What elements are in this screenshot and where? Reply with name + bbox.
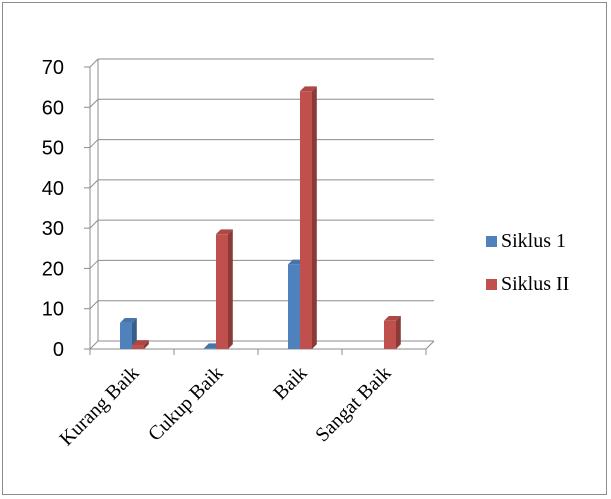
bar-2-1-top — [216, 229, 233, 235]
x-category-label-2: Baik — [269, 362, 311, 404]
legend: Siklus 1 Siklus II — [486, 226, 569, 312]
gridline-depth-3 — [89, 219, 99, 229]
bar-2-3-side — [396, 316, 401, 349]
gridline-depth-4 — [89, 179, 99, 189]
y-tick-label-7: 70 — [42, 57, 64, 79]
bar-2-2-side — [312, 86, 317, 349]
gridline-depth-0 — [89, 340, 99, 350]
y-tick-label-6: 60 — [42, 97, 64, 119]
legend-item-siklus-1: Siklus 1 — [486, 226, 569, 256]
y-tick-labels: 0 10 20 30 40 50 60 70 — [42, 57, 64, 361]
y-tick-label-1: 10 — [42, 299, 64, 321]
bar-1-0 — [120, 322, 132, 349]
legend-swatch-siklus-2 — [486, 278, 497, 290]
gridline-depth-5 — [89, 139, 99, 148]
bar-2-3 — [384, 320, 396, 349]
bar-2-1-side — [228, 229, 233, 349]
x-category-label-0: Kurang Baik — [55, 362, 143, 450]
y-tick-label-2: 20 — [42, 258, 64, 280]
bar-1-2 — [288, 264, 300, 349]
gridline-depth-7 — [89, 58, 99, 68]
bar-1-0-side — [132, 318, 137, 349]
bar-1-1 — [204, 348, 216, 349]
x-category-label-1: Cukup Baik — [144, 362, 228, 446]
gridline-depth-2 — [89, 260, 99, 269]
bar-2-0-top — [132, 340, 149, 345]
legend-label-siklus-2: Siklus II — [501, 272, 570, 295]
bar-2-0 — [132, 344, 144, 349]
x-category-labels: Kurang Baik Cukup Baik Baik Sangat Baik — [55, 362, 395, 450]
y-tick-label-0: 0 — [53, 339, 64, 361]
y-tick-label-5: 50 — [42, 138, 64, 160]
bar-1-0-top — [120, 318, 137, 323]
axes — [84, 59, 435, 355]
legend-label-siklus-1: Siklus 1 — [501, 229, 567, 252]
y-tick-label-4: 40 — [42, 178, 64, 200]
floor-edge — [425, 340, 435, 350]
bar-2-1 — [216, 234, 228, 349]
bar-2-3-top — [384, 316, 401, 321]
gridline-depth-6 — [89, 98, 99, 108]
bar-2-2 — [300, 91, 312, 350]
legend-item-siklus-2: Siklus II — [486, 269, 569, 299]
bar-2-0-side — [144, 340, 149, 349]
gridlines — [89, 58, 434, 350]
legend-swatch-siklus-1 — [486, 235, 497, 247]
gridline-depth-1 — [89, 300, 99, 310]
x-category-label-3: Sangat Baik — [311, 362, 395, 446]
bars — [120, 86, 401, 350]
y-tick-label-3: 30 — [42, 218, 64, 240]
bar-2-2-top — [300, 86, 317, 92]
